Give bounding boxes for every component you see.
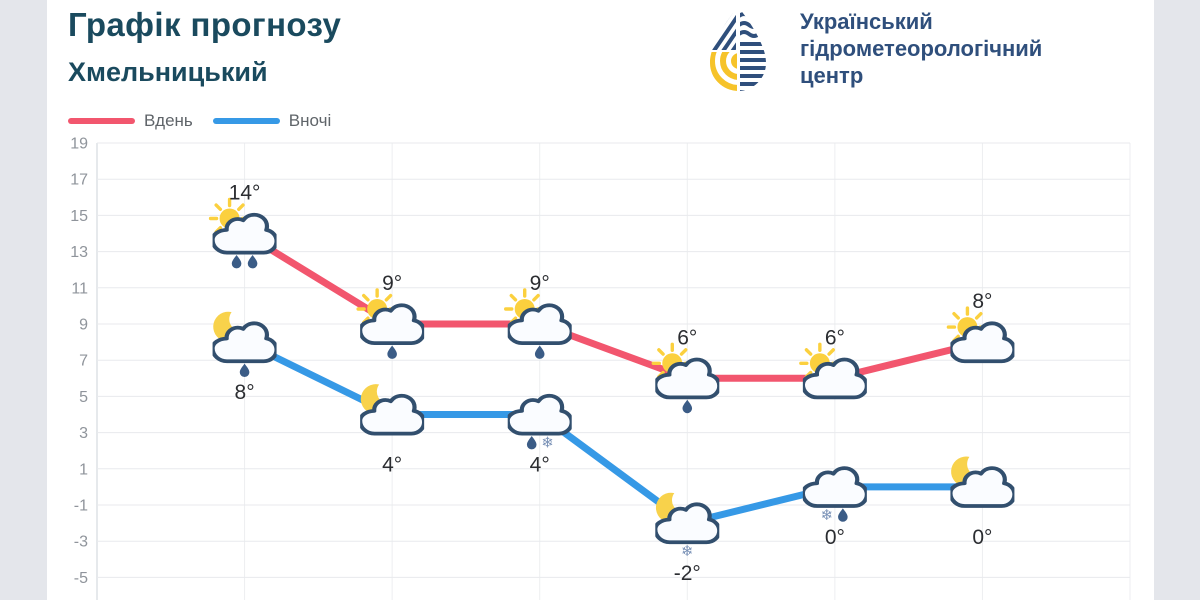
- moon-cloud-icon: [360, 384, 424, 434]
- snowflake-icon: ❄: [541, 434, 554, 452]
- y-tick-label: -5: [74, 570, 88, 587]
- y-tick-label: -1: [74, 498, 88, 515]
- raindrop-icon: [247, 255, 258, 269]
- temp-label: -2°: [674, 562, 701, 585]
- temp-label: 8°: [235, 381, 255, 404]
- y-tick-label: 17: [70, 172, 88, 189]
- brand-line-2: гідрометеорологічний: [800, 36, 1043, 61]
- legend-label-day: Вдень: [144, 111, 193, 130]
- temp-label: 0°: [825, 526, 845, 549]
- sun-cloud-icon: [946, 306, 1014, 361]
- temp-label: 14°: [229, 182, 261, 205]
- temp-label: 9°: [382, 272, 402, 295]
- y-tick-label: 1: [79, 461, 88, 478]
- cloud-snow-rain-icon: ❄: [803, 468, 867, 524]
- brand-line-3: центр: [800, 63, 864, 88]
- y-tick-label: 15: [70, 208, 88, 225]
- uhmc-logo-droplet-icon: [710, 8, 766, 91]
- raindrop-icon: [526, 436, 537, 450]
- snowflake-icon: ❄: [681, 542, 694, 560]
- y-tick-label: 13: [70, 244, 88, 261]
- cloud-rain-snow-icon: ❄: [508, 396, 572, 452]
- sun-cloud-rain-icon: [356, 288, 424, 359]
- raindrop-icon: [838, 508, 848, 522]
- y-tick-label: 19: [70, 136, 88, 153]
- uhmc-brand-text: Український гідрометеорологічний центр: [800, 8, 1042, 89]
- moon-cloud-icon: [950, 456, 1014, 507]
- temp-label: 4°: [530, 454, 550, 477]
- sun-cloud-rain-icon: [651, 342, 719, 414]
- legend-swatch-night: [212, 118, 280, 124]
- raindrop-icon: [387, 345, 397, 359]
- legend-label-night: Вночі: [288, 111, 332, 130]
- y-tick-label: 5: [79, 389, 88, 406]
- snowflake-icon: ❄: [821, 506, 834, 524]
- temp-label: 6°: [677, 326, 697, 349]
- uhmc-brand: Український гідрометеорологічний центр: [703, 4, 1042, 96]
- sun-cloud-icon: [799, 342, 867, 397]
- y-tick-label: 7: [79, 353, 88, 370]
- city-subtitle: Хмельницький: [68, 57, 268, 87]
- temp-label: 6°: [825, 326, 845, 349]
- cloud-icon: [803, 468, 867, 506]
- temp-label: 0°: [972, 526, 992, 549]
- moon-cloud-snow-icon: ❄: [655, 492, 719, 560]
- y-tick-label: 9: [79, 317, 88, 334]
- temp-label: 9°: [530, 272, 550, 295]
- legend-swatch-day: [68, 118, 135, 124]
- day-line: [241, 230, 986, 382]
- sun-cloud-rain-rain-icon: [208, 197, 277, 269]
- cloud-icon: [508, 396, 572, 434]
- raindrop-icon: [239, 363, 250, 377]
- moon-cloud-rain-icon: [213, 311, 277, 377]
- raindrop-icon: [534, 345, 545, 359]
- page-title: Графік прогнозу: [68, 6, 342, 43]
- raindrop-icon: [682, 399, 693, 414]
- brand-line-1: Український: [800, 9, 933, 34]
- y-tick-label: -3: [74, 534, 88, 551]
- y-tick-label: 3: [79, 425, 88, 442]
- y-tick-label: 11: [71, 280, 88, 297]
- raindrop-icon: [231, 255, 242, 269]
- temp-label: 8°: [972, 290, 992, 313]
- sun-cloud-rain-icon: [504, 288, 572, 359]
- content-card: Графік прогнозу Хмельницький: [47, 0, 1154, 600]
- temp-label: 4°: [382, 454, 402, 477]
- chart-legend: Вдень Вночі: [68, 111, 351, 131]
